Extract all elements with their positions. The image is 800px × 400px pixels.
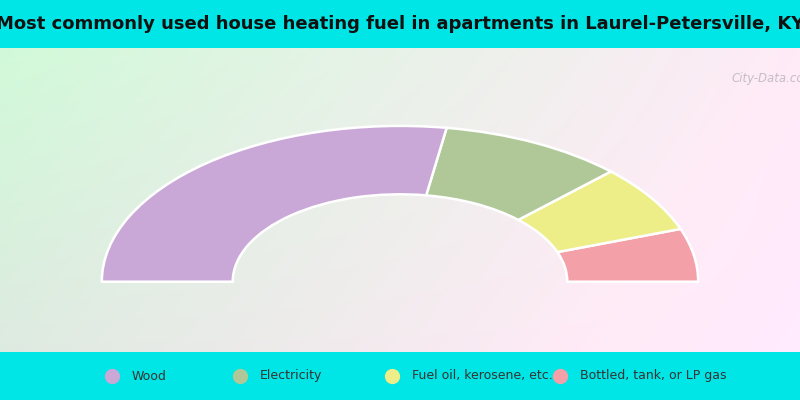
Wedge shape: [518, 172, 681, 252]
Text: Bottled, tank, or LP gas: Bottled, tank, or LP gas: [580, 370, 726, 382]
Text: City-Data.com: City-Data.com: [732, 72, 800, 85]
Text: Wood: Wood: [132, 370, 167, 382]
Wedge shape: [102, 126, 446, 282]
Wedge shape: [426, 128, 611, 220]
Wedge shape: [558, 229, 698, 282]
Text: Fuel oil, kerosene, etc.: Fuel oil, kerosene, etc.: [412, 370, 553, 382]
Text: Electricity: Electricity: [260, 370, 322, 382]
Text: Most commonly used house heating fuel in apartments in Laurel-Petersville, KY: Most commonly used house heating fuel in…: [0, 15, 800, 33]
